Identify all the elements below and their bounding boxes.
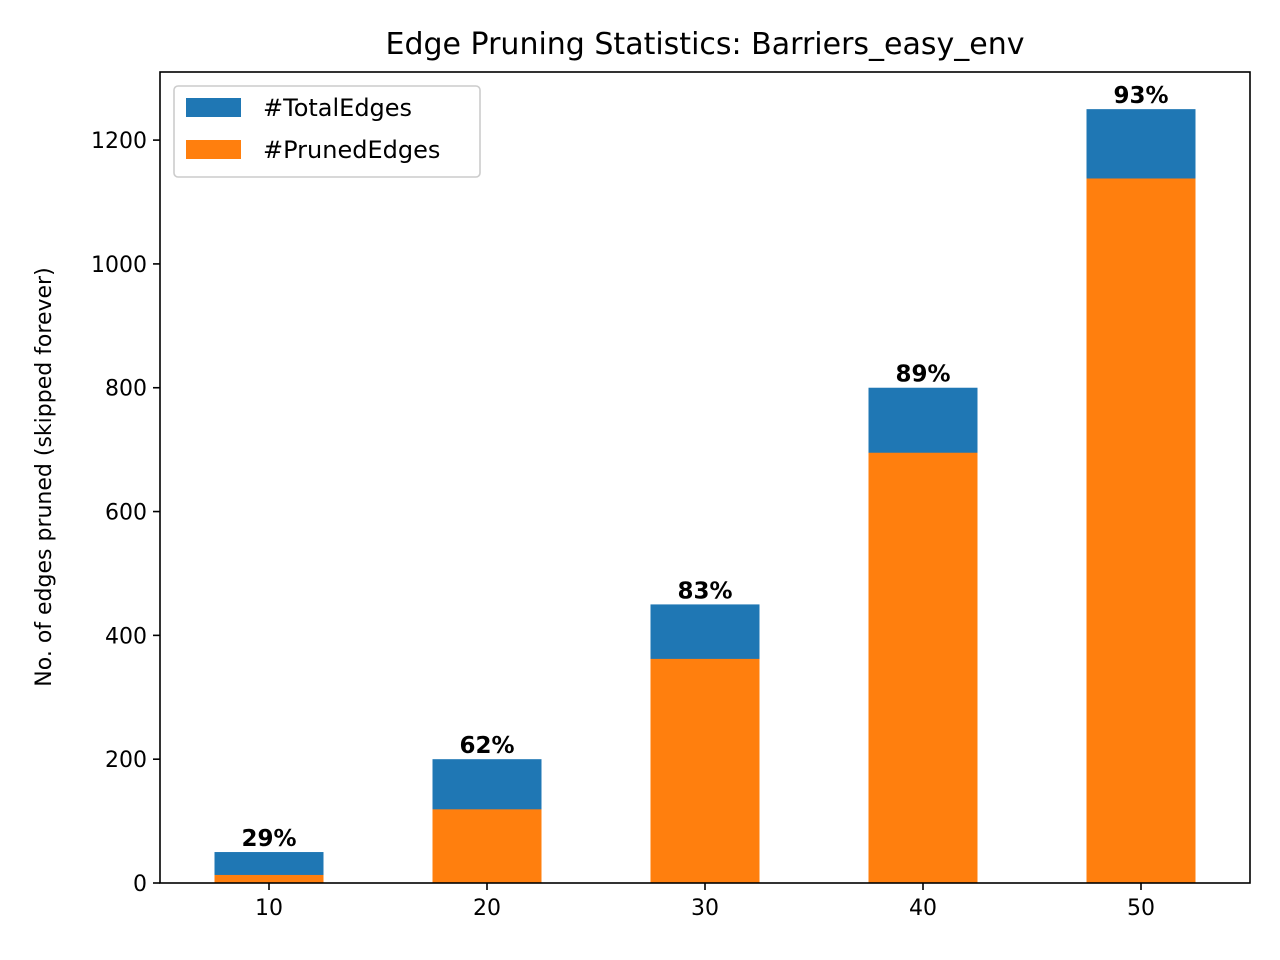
bar-prunededges-40 xyxy=(868,452,978,883)
bar-percentage-label: 29% xyxy=(241,826,296,852)
bar-percentage-label: 83% xyxy=(677,578,732,604)
bar-prunededges-20 xyxy=(432,809,542,883)
bar-prunededges-30 xyxy=(650,658,760,883)
bar-prunededges-50 xyxy=(1086,178,1196,884)
y-tick-label: 0 xyxy=(133,872,147,897)
x-tick-label: 40 xyxy=(909,896,937,921)
y-tick-label: 200 xyxy=(105,748,147,773)
bar-prunededges-10 xyxy=(214,874,324,883)
x-tick-label: 50 xyxy=(1127,896,1155,921)
bar-percentage-label: 89% xyxy=(895,362,950,388)
y-tick-label: 400 xyxy=(105,624,147,649)
y-tick-label: 1000 xyxy=(91,253,147,278)
y-tick-label: 800 xyxy=(105,377,147,402)
y-axis-label: No. of edges pruned (skipped forever) xyxy=(32,267,57,686)
bars-layer xyxy=(214,109,1196,884)
legend-swatch-prunededges xyxy=(186,140,241,159)
legend-box xyxy=(173,85,481,178)
chart-title: Edge Pruning Statistics: Barriers_easy_e… xyxy=(386,27,1025,62)
y-tick-label: 1200 xyxy=(91,129,147,154)
y-tick-label: 600 xyxy=(105,501,147,526)
x-tick-label: 10 xyxy=(255,896,283,921)
legend: #TotalEdges #PrunedEdges xyxy=(173,85,481,178)
bar-labels-layer: 29% 62% 83% 89% 93% xyxy=(241,83,1168,852)
bar-percentage-label: 93% xyxy=(1113,83,1168,109)
legend-swatch-totaledges xyxy=(186,98,241,117)
legend-label-totaledges: #TotalEdges xyxy=(263,94,412,122)
x-tick-label: 20 xyxy=(473,896,501,921)
legend-label-prunededges: #PrunedEdges xyxy=(263,136,440,164)
axes-layer: 0 200 400 600 800 1000 1200 10 20 30 40 50 xyxy=(91,71,1251,921)
bar-percentage-label: 62% xyxy=(459,733,514,759)
x-tick-label: 30 xyxy=(691,896,719,921)
